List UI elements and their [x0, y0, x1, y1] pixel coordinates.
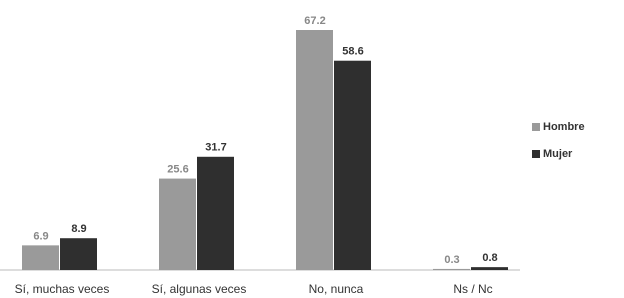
chart: Sí, muchas veces 6.9 8.9 Sí, algunas veces 2…: [0, 0, 624, 298]
value-label: 67.2: [304, 15, 325, 27]
legend-label: Mujer: [543, 148, 573, 160]
x-tick-label: Sí, muchas veces: [15, 282, 110, 296]
page: Sí, muchas veces 6.9 8.9 Sí, algunas veces 2…: [0, 0, 624, 298]
x-tick-label: Sí, algunas veces: [152, 282, 247, 296]
bar: [22, 245, 59, 270]
value-label: 25.6: [167, 163, 188, 175]
value-label: 6.9: [33, 230, 48, 242]
bar: [60, 238, 97, 270]
bar: [197, 157, 234, 270]
legend-swatch: [532, 123, 540, 131]
legend-swatch: [532, 150, 540, 158]
value-label: 0.3: [444, 254, 459, 266]
legend-label: Hombre: [543, 121, 585, 133]
bar: [433, 269, 470, 270]
value-label: 58.6: [342, 46, 363, 58]
bar: [296, 30, 333, 270]
value-label: 0.8: [482, 252, 497, 264]
bar: [334, 61, 371, 270]
value-label: 8.9: [71, 223, 86, 235]
bar: [159, 179, 196, 270]
bar: [471, 267, 508, 270]
value-label: 31.7: [205, 142, 226, 154]
x-tick-label: Ns / Nc: [453, 282, 492, 296]
x-tick-label: No, nunca: [309, 282, 364, 296]
